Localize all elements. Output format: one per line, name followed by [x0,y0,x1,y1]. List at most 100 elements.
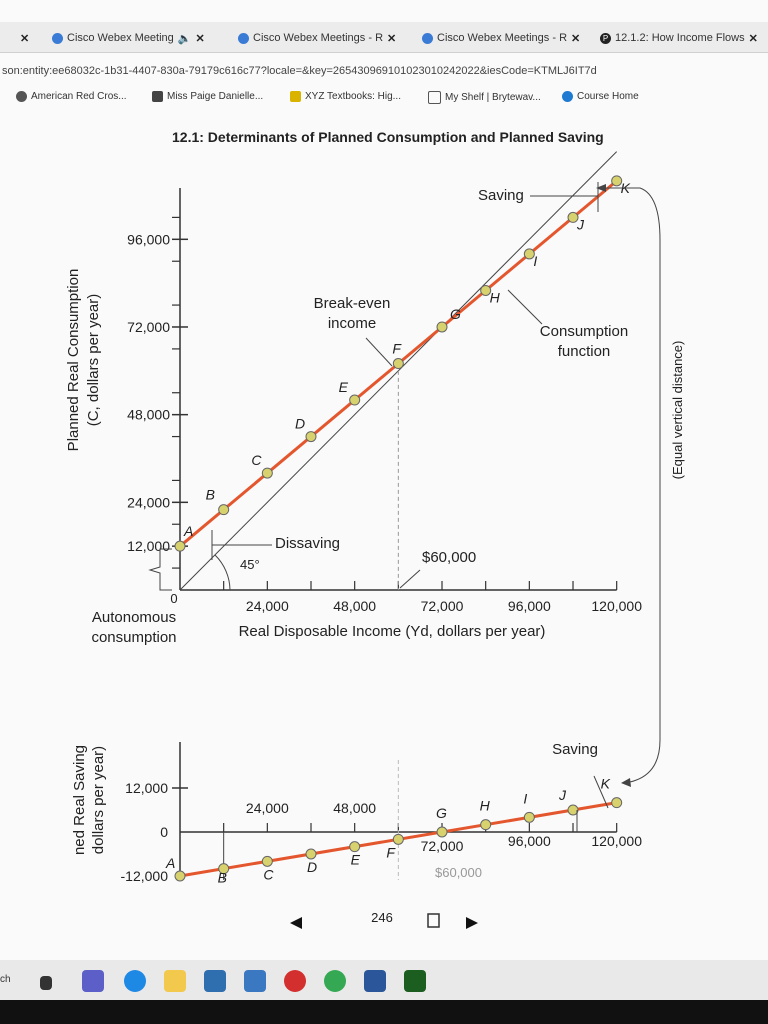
bookmark-label: My Shelf | Brytewav... [445,92,541,103]
point-label: H [480,798,491,814]
tab-bar: ✕ Cisco Webex Meeting 🔈 ✕ Cisco Webex Me… [0,22,768,53]
y-axis-label: (C, dollars per year) [85,294,102,427]
word-icon[interactable] [364,970,386,992]
bookmark-my-shelf[interactable]: My Shelf | Brytewav... [428,91,541,104]
tab-webex-3[interactable]: Cisco Webex Meetings - R ✕ [422,26,580,50]
point-label: C [251,452,262,468]
close-icon[interactable]: ✕ [387,32,397,45]
point-label: E [351,852,361,868]
point-label: B [206,487,215,503]
x-tick-label: 120,000 [591,833,642,849]
point-label: G [450,306,461,322]
next-page-icon[interactable] [466,917,478,929]
data-point [218,863,230,875]
consumption-function-leader [507,289,543,325]
saving-label: Saving [552,741,598,758]
close-icon[interactable]: ✕ [195,32,205,45]
url-text[interactable]: son:entity:ee68032c-1b31-4407-830a-79179… [2,65,597,77]
close-icon[interactable]: ✕ [571,32,581,45]
point-label: J [576,216,585,232]
data-point [392,358,404,370]
saving-label: Saving [478,187,524,204]
bookmark-miss-paige[interactable]: Miss Paige Danielle... [152,91,263,102]
data-point [567,804,579,816]
y-tick-label: 12,000 [125,780,168,796]
bookmark-red-cross[interactable]: American Red Cros... [16,91,127,102]
bookmark-label: Miss Paige Danielle... [167,91,264,102]
angle-arc [214,554,231,591]
point-label: G [436,805,447,821]
saving-chart: 12,000 0 -12,000 24,000 48,000 72,000 96,000 12… [71,741,642,886]
data-point [305,431,317,443]
point-label: E [339,379,349,395]
breakeven-value: $60,000 [435,865,482,880]
mail-icon[interactable] [244,970,266,992]
tab-label: Cisco Webex Meetings - R [253,32,384,44]
x-tick-label: 120,000 [591,598,642,614]
bookmark-xyz[interactable]: XYZ Textbooks: Hig... [290,91,401,102]
file-explorer-icon[interactable] [164,970,186,992]
tab-webex-1[interactable]: Cisco Webex Meeting 🔈 ✕ [52,26,205,50]
data-point [261,467,273,479]
y-tick-label: 72,000 [127,319,170,335]
task-view-icon[interactable] [40,976,52,990]
prev-page-icon[interactable] [290,917,302,929]
saving-leader [593,775,609,809]
connector-arrowhead [621,778,631,787]
taskbar: ch [0,960,768,1000]
point-label: B [218,870,227,886]
autonomous-label: consumption [91,629,176,646]
tab-label: 12.1.2: How Income Flows [615,32,745,44]
data-point [480,284,492,296]
bookmark-icon [16,91,27,102]
data-point [305,848,317,860]
office-icon[interactable] [284,970,306,992]
data-point [392,833,404,845]
close-icon[interactable]: ✕ [748,32,758,45]
tab-close-first[interactable]: ✕ [20,26,29,50]
x-tick-label: 72,000 [421,838,464,854]
break-even-leader [365,337,393,367]
point-label: D [307,859,317,875]
data-point [349,394,361,406]
webex-icon [238,32,249,44]
tab-pearson[interactable]: P 12.1.2: How Income Flows ✕ [600,26,758,50]
point-label: F [392,341,402,357]
x-tick-label: 96,000 [508,598,551,614]
tab-webex-2[interactable]: Cisco Webex Meetings - R ✕ [238,26,396,50]
point-label: A [165,855,175,871]
address-bar[interactable]: son:entity:ee68032c-1b31-4407-830a-79179… [0,54,768,82]
edge-icon[interactable] [124,970,146,992]
point-label: H [490,289,501,305]
breakeven-value-leader [399,569,421,589]
y-tick-label: 12,000 [127,538,170,554]
point-label: K [601,776,611,792]
data-point [218,504,230,516]
point-label: C [263,866,274,882]
store-icon[interactable] [204,970,226,992]
bookmark-course-home[interactable]: Course Home [562,91,639,102]
consumption-function-label: function [558,343,611,360]
chrome-icon[interactable] [324,970,346,992]
bookmark-label: XYZ Textbooks: Hig... [305,91,401,102]
consumption-chart: 12,000 24,000 48,000 72,000 96,000 24,000 48,0… [65,151,685,787]
app-icon[interactable] [404,970,426,992]
angle-label: 45° [240,557,260,572]
y-axis-label: ned Real Saving [71,745,88,855]
x-tick-label: 24,000 [246,800,289,816]
data-point [611,175,623,187]
x-tick-label: 48,000 [333,598,376,614]
speaker-icon: 🔈 [177,32,192,45]
data-point [436,321,448,333]
equal-vertical-label: (Equal vertical distance) [670,341,685,480]
teams-icon[interactable] [82,970,104,992]
bookmark-page-icon[interactable] [427,913,440,928]
close-icon[interactable]: ✕ [20,32,30,45]
data-point [523,248,535,260]
data-point [436,826,448,838]
point-label: J [558,787,567,803]
tab-label: Cisco Webex Meeting [67,32,174,44]
search-text[interactable]: ch [0,974,11,985]
page-number: 246 [371,910,393,925]
